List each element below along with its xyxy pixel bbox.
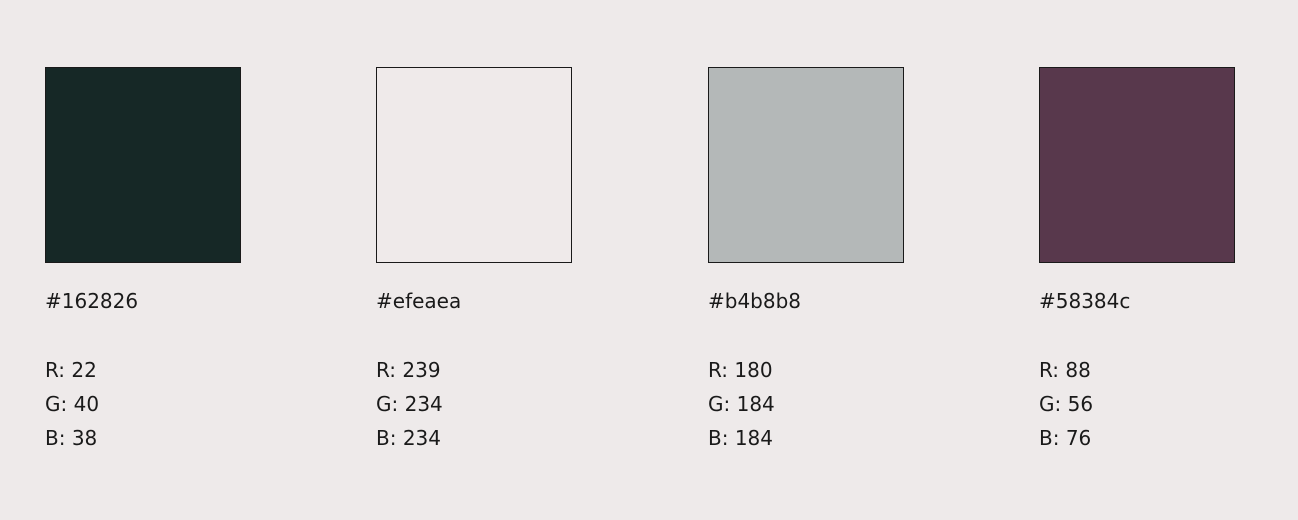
hex-code: #b4b8b8: [708, 289, 802, 313]
red-value: R: 180: [708, 358, 773, 382]
red-value: R: 88: [1039, 358, 1091, 382]
color-swatch: [1039, 67, 1235, 263]
hex-code: #efeaea: [376, 289, 462, 313]
blue-value: B: 76: [1039, 426, 1092, 450]
red-value: R: 239: [376, 358, 441, 382]
color-card: #efeaea R: 239 G: 234 B: 234: [376, 67, 572, 450]
color-card: #b4b8b8 R: 180 G: 184 B: 184: [708, 67, 904, 450]
green-value: G: 40: [45, 392, 100, 416]
green-value: G: 184: [708, 392, 775, 416]
green-value: G: 234: [376, 392, 443, 416]
color-card: #58384c R: 88 G: 56 B: 76: [1039, 67, 1235, 450]
green-value: G: 56: [1039, 392, 1094, 416]
color-swatch: [708, 67, 904, 263]
color-swatch: [45, 67, 241, 263]
color-swatch: [376, 67, 572, 263]
red-value: R: 22: [45, 358, 97, 382]
blue-value: B: 184: [708, 426, 773, 450]
hex-code: #58384c: [1039, 289, 1131, 313]
color-card: #162826 R: 22 G: 40 B: 38: [45, 67, 241, 450]
blue-value: B: 38: [45, 426, 98, 450]
blue-value: B: 234: [376, 426, 441, 450]
hex-code: #162826: [45, 289, 139, 313]
